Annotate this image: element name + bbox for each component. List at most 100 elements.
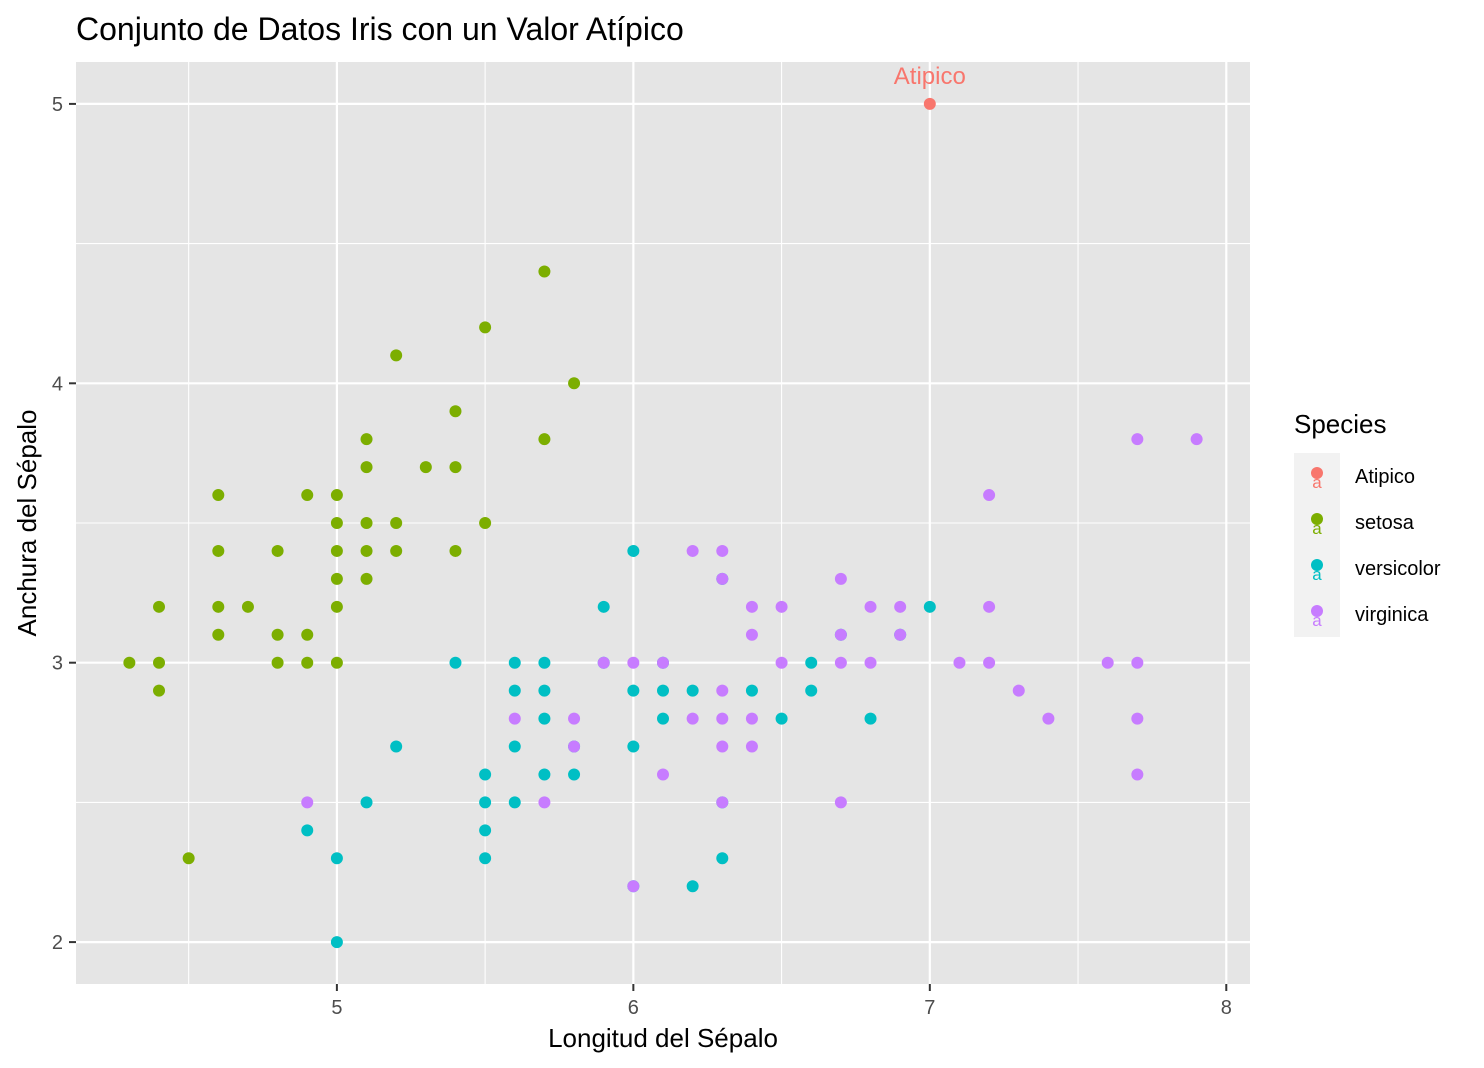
legend-key-point bbox=[1311, 513, 1323, 525]
legend-item-versicolor: a versicolor bbox=[1294, 545, 1441, 591]
legend-key-point bbox=[1311, 605, 1323, 617]
data-point-virginica bbox=[745, 740, 758, 753]
data-point-versicolor bbox=[568, 768, 581, 781]
data-point-virginica bbox=[864, 656, 877, 669]
point-annotations: Atipico bbox=[894, 63, 966, 90]
data-point-versicolor bbox=[330, 936, 343, 949]
data-point-setosa bbox=[449, 461, 462, 474]
data-point-virginica bbox=[745, 712, 758, 725]
legend-key-text-sample: a bbox=[1312, 611, 1322, 630]
y-axis-title: Anchura del Sépalo bbox=[12, 410, 42, 637]
data-point-virginica bbox=[775, 600, 788, 613]
data-point-setosa bbox=[449, 405, 462, 418]
data-point-setosa bbox=[390, 349, 403, 362]
data-point-setosa bbox=[301, 489, 314, 502]
data-point-versicolor bbox=[597, 600, 610, 613]
legend-key-point bbox=[1311, 559, 1323, 571]
data-point-virginica bbox=[953, 656, 966, 669]
data-point-setosa bbox=[182, 852, 195, 865]
data-point-virginica bbox=[1131, 656, 1144, 669]
data-point-virginica bbox=[716, 740, 729, 753]
data-point-versicolor bbox=[657, 684, 669, 697]
data-point-setosa bbox=[538, 433, 551, 446]
data-point-virginica bbox=[568, 712, 581, 725]
data-point-versicolor bbox=[627, 740, 640, 753]
legend-key-text-sample: a bbox=[1312, 519, 1322, 538]
data-point-virginica bbox=[716, 684, 729, 697]
data-point-virginica bbox=[983, 489, 996, 502]
data-point-virginica bbox=[745, 600, 758, 613]
legend-label: setosa bbox=[1355, 512, 1415, 534]
data-point-setosa bbox=[360, 544, 373, 557]
data-point-virginica bbox=[627, 880, 640, 893]
data-point-virginica bbox=[983, 656, 996, 669]
x-tick-label: 8 bbox=[1221, 997, 1232, 1019]
data-point-setosa bbox=[419, 461, 432, 474]
data-point-virginica bbox=[1042, 712, 1055, 725]
data-point-versicolor bbox=[390, 740, 403, 753]
data-point-virginica bbox=[1101, 656, 1114, 669]
data-point-setosa bbox=[330, 489, 343, 502]
legend-item-setosa: a setosa bbox=[1294, 499, 1415, 545]
data-point-versicolor bbox=[449, 656, 462, 669]
data-point-versicolor bbox=[538, 656, 551, 669]
data-point-setosa bbox=[212, 544, 225, 557]
data-point-setosa bbox=[360, 572, 373, 585]
data-point-setosa bbox=[568, 377, 581, 390]
data-point-setosa bbox=[330, 517, 343, 529]
data-point-virginica bbox=[983, 600, 996, 613]
data-point-versicolor bbox=[805, 684, 818, 697]
data-point-versicolor bbox=[686, 684, 699, 697]
data-point-virginica bbox=[834, 656, 847, 669]
legend-item-virginica: a virginica bbox=[1294, 591, 1429, 637]
data-point-versicolor bbox=[745, 684, 758, 697]
data-point-setosa bbox=[479, 517, 492, 529]
data-point-setosa bbox=[301, 628, 314, 641]
legend-item-atipico: a Atipico bbox=[1294, 453, 1415, 499]
data-point-setosa bbox=[123, 656, 136, 669]
data-point-versicolor bbox=[508, 684, 521, 697]
legend: Species a Atipico a setosa a versicolor a virgi… bbox=[1294, 409, 1441, 637]
data-point-setosa bbox=[330, 572, 343, 585]
data-point-versicolor bbox=[686, 880, 699, 893]
data-point-setosa bbox=[330, 600, 343, 613]
data-point-setosa bbox=[212, 628, 225, 641]
data-point-versicolor bbox=[508, 740, 521, 753]
data-point-virginica bbox=[627, 656, 640, 669]
data-point-versicolor bbox=[657, 712, 669, 725]
data-point-setosa bbox=[360, 517, 373, 529]
data-point-virginica bbox=[538, 796, 551, 809]
data-point-setosa bbox=[330, 544, 343, 557]
legend-key-point bbox=[1311, 467, 1323, 479]
data-point-setosa bbox=[153, 684, 166, 697]
data-point-virginica bbox=[508, 712, 521, 725]
data-point-virginica bbox=[1131, 768, 1144, 781]
y-tick-label: 4 bbox=[52, 373, 63, 395]
data-point-virginica bbox=[894, 600, 907, 613]
major-gridlines bbox=[76, 62, 1250, 984]
data-point-virginica bbox=[716, 544, 729, 557]
data-point-versicolor bbox=[508, 796, 521, 809]
data-point-versicolor bbox=[627, 684, 640, 697]
data-point-setosa bbox=[330, 656, 343, 669]
series-virginica bbox=[301, 433, 1203, 893]
series-atipico bbox=[923, 97, 936, 110]
data-point-versicolor bbox=[627, 544, 640, 557]
data-point-versicolor bbox=[538, 712, 551, 725]
data-point-virginica bbox=[716, 572, 729, 585]
data-point-versicolor bbox=[360, 796, 373, 809]
data-point-virginica bbox=[716, 712, 729, 725]
data-point-setosa bbox=[153, 600, 166, 613]
data-point-versicolor bbox=[538, 768, 551, 781]
data-point-versicolor bbox=[775, 712, 788, 725]
data-point-virginica bbox=[657, 656, 669, 669]
data-point-setosa bbox=[449, 544, 462, 557]
data-point-atipico bbox=[923, 97, 936, 110]
data-point-setosa bbox=[479, 321, 492, 334]
y-tick-label: 2 bbox=[52, 932, 63, 954]
data-point-setosa bbox=[360, 461, 373, 474]
data-point-versicolor bbox=[538, 684, 551, 697]
data-point-virginica bbox=[864, 600, 877, 613]
data-point-versicolor bbox=[508, 656, 521, 669]
legend-key-text-sample: a bbox=[1312, 473, 1322, 492]
